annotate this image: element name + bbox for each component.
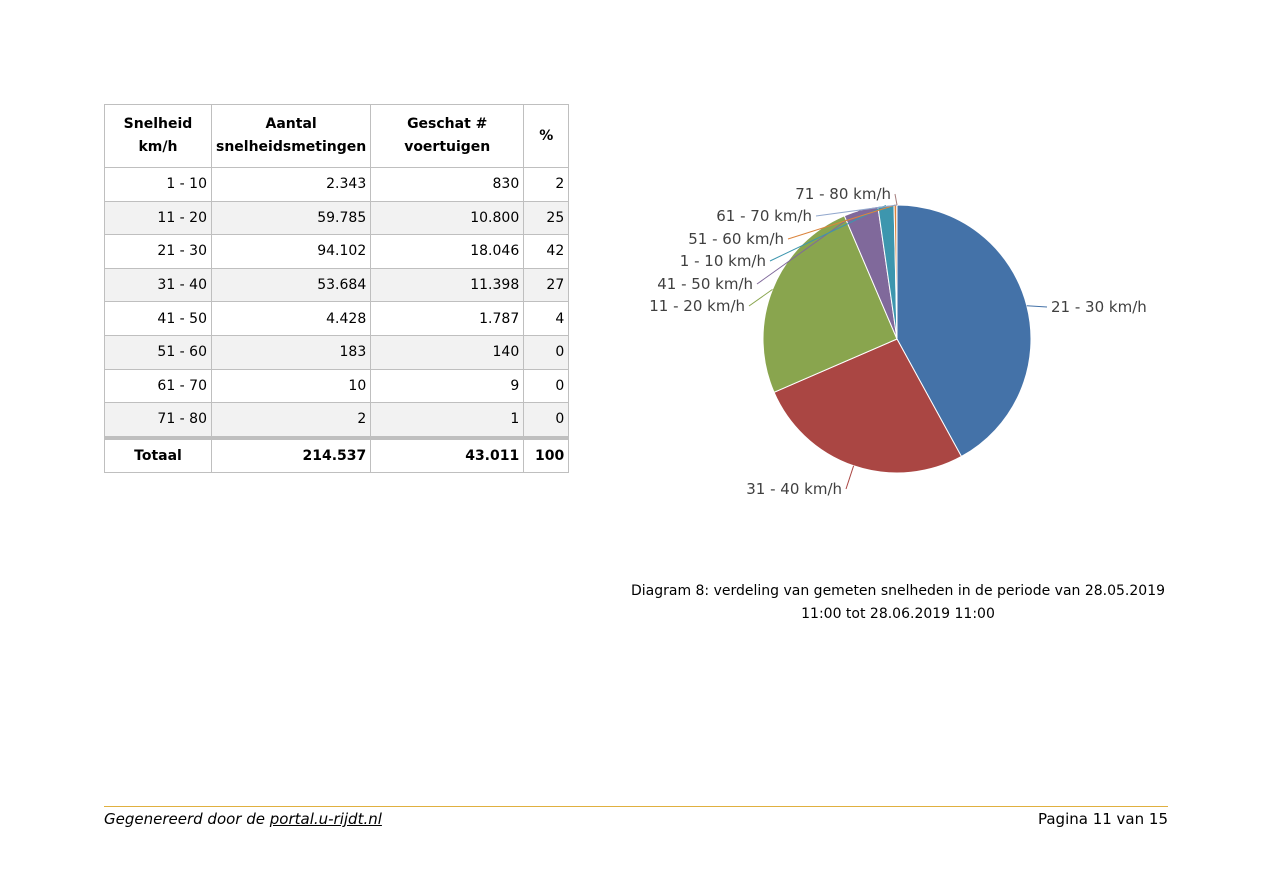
cell-snelheid: 61 - 70 xyxy=(104,368,212,404)
cell-snelheid: 31 - 40 xyxy=(104,267,212,303)
cell-snelheid: 21 - 30 xyxy=(104,234,212,269)
pie-label: 11 - 20 km/h xyxy=(649,297,745,315)
table-row: 51 - 60 183 140 0 xyxy=(104,334,570,370)
chart-caption: Diagram 8: verdeling van gemeten snelhed… xyxy=(630,580,1166,626)
pie-label: 31 - 40 km/h xyxy=(746,480,842,498)
cell-voertuigen: 10.800 xyxy=(370,200,525,236)
caption-line-1: Diagram 8: verdeling van gemeten snelhed… xyxy=(630,583,1166,599)
caption-line-2: 11:00 tot 28.06.2019 11:00 xyxy=(801,606,995,622)
header-snelheid: Snelheid km/h xyxy=(104,104,212,168)
pie-label: 41 - 50 km/h xyxy=(657,275,753,293)
pie-label: 71 - 80 km/h xyxy=(795,185,891,203)
table-row: 1 - 10 2.343 830 2 xyxy=(104,167,570,202)
total-label: Totaal xyxy=(104,435,212,473)
cell-snelheid: 51 - 60 xyxy=(104,334,212,370)
table-row: 11 - 20 59.785 10.800 25 xyxy=(104,200,570,236)
cell-percent: 27 xyxy=(523,267,570,303)
cell-percent: 25 xyxy=(523,200,570,236)
cell-snelheid: 11 - 20 xyxy=(104,200,212,236)
pie-label: 1 - 10 km/h xyxy=(680,252,766,270)
cell-snelheid: 1 - 10 xyxy=(104,167,212,202)
cell-voertuigen: 1 xyxy=(370,402,525,439)
pie-slices xyxy=(762,204,1032,474)
cell-metingen: 4.428 xyxy=(210,301,372,336)
leader-line xyxy=(815,204,897,217)
cell-percent: 0 xyxy=(523,402,570,439)
table-row: 31 - 40 53.684 11.398 27 xyxy=(104,267,570,303)
pie-label: 61 - 70 km/h xyxy=(716,207,812,225)
footer-divider xyxy=(104,806,1168,807)
leader-line xyxy=(748,288,773,307)
table-row: 61 - 70 10 9 0 xyxy=(104,368,570,404)
speed-pie-chart: 21 - 30 km/h 31 - 40 km/h 11 - 20 km/h 41 -… xyxy=(649,185,1147,498)
leader-line xyxy=(894,193,898,206)
cell-snelheid: 71 - 80 xyxy=(104,402,212,439)
header-percent: % xyxy=(523,104,570,168)
header-aantal: Aantal snelheidsmetingen xyxy=(210,104,372,168)
cell-metingen: 2 xyxy=(210,402,372,439)
leader-line xyxy=(787,204,896,240)
total-voertuigen: 43.011 xyxy=(370,435,525,473)
cell-voertuigen: 1.787 xyxy=(370,301,525,336)
table-row: 21 - 30 94.102 18.046 42 xyxy=(104,234,570,269)
pie-labels: 21 - 30 km/h 31 - 40 km/h 11 - 20 km/h 41 -… xyxy=(649,185,1147,498)
page-number: Pagina 11 van 15 xyxy=(1037,810,1168,828)
cell-metingen: 53.684 xyxy=(210,267,372,303)
pie-label: 21 - 30 km/h xyxy=(1051,298,1147,316)
cell-snelheid: 41 - 50 xyxy=(104,301,212,336)
cell-voertuigen: 9 xyxy=(370,368,525,404)
cell-metingen: 10 xyxy=(210,368,372,404)
total-percent: 100 xyxy=(523,435,570,473)
table-total-row: Totaal 214.537 43.011 100 xyxy=(104,435,570,473)
cell-metingen: 59.785 xyxy=(210,200,372,236)
portal-link[interactable]: portal.u-rijdt.nl xyxy=(269,810,382,828)
pie-slice-21-30 xyxy=(896,204,1032,458)
leader-line xyxy=(756,209,862,285)
cell-percent: 2 xyxy=(523,167,570,202)
leader-line xyxy=(769,205,887,262)
header-geschat: Geschat # voertuigen xyxy=(370,104,525,168)
total-metingen: 214.537 xyxy=(210,435,372,473)
cell-metingen: 2.343 xyxy=(210,167,372,202)
pie-label: 51 - 60 km/h xyxy=(688,230,784,248)
footer-prefix: Gegenereerd door de xyxy=(104,810,270,828)
table-header-row: Snelheid km/h Aantal snelheidsmetingen Ges… xyxy=(104,104,570,168)
cell-voertuigen: 18.046 xyxy=(370,234,525,269)
cell-metingen: 183 xyxy=(210,334,372,370)
table-row: 41 - 50 4.428 1.787 4 xyxy=(104,301,570,336)
leader-line xyxy=(1026,305,1048,308)
cell-voertuigen: 11.398 xyxy=(370,267,525,303)
leader-line xyxy=(845,465,855,490)
cell-percent: 0 xyxy=(523,368,570,404)
cell-percent: 4 xyxy=(523,301,570,336)
table-row: 71 - 80 2 1 0 xyxy=(104,402,570,439)
cell-metingen: 94.102 xyxy=(210,234,372,269)
cell-voertuigen: 140 xyxy=(370,334,525,370)
cell-voertuigen: 830 xyxy=(370,167,525,202)
cell-percent: 0 xyxy=(523,334,570,370)
speed-distribution-table: Snelheid km/h Aantal snelheidsmetingen Ges… xyxy=(104,104,570,473)
pie-leader-lines xyxy=(748,193,1048,490)
footer-generated-by: Gegenereerd door de portal.u-rijdt.nl xyxy=(104,810,382,828)
cell-percent: 42 xyxy=(523,234,570,269)
